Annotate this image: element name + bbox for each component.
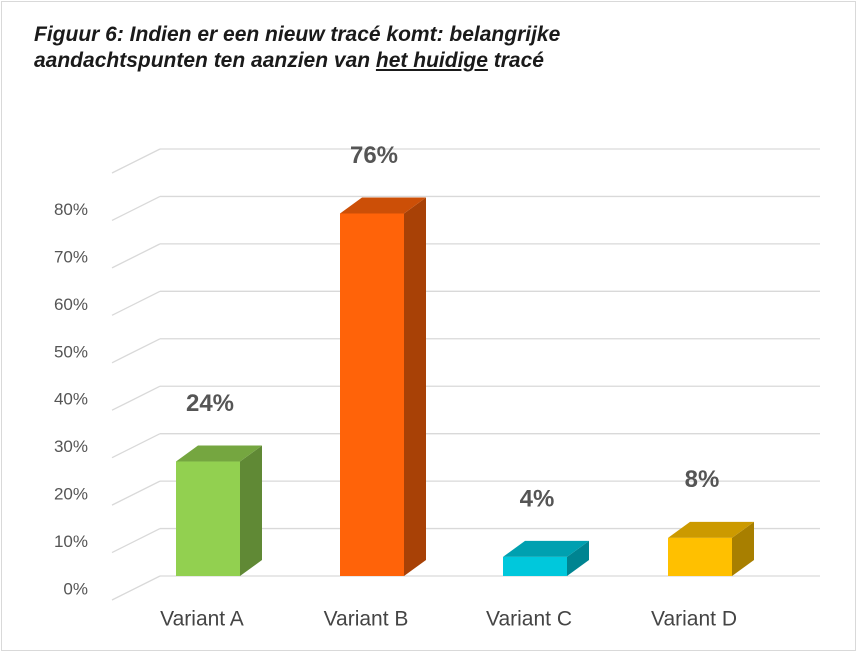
data-label: 76% bbox=[350, 142, 398, 169]
grid-line bbox=[111, 195, 161, 222]
y-tick-label: 20% bbox=[54, 485, 88, 504]
bar-side bbox=[567, 540, 589, 576]
bar-top bbox=[176, 445, 262, 462]
title-part: Figuur 6: Indien er een nieuw tracé komt… bbox=[34, 23, 561, 72]
grid-line bbox=[111, 433, 161, 459]
chart-title: Figuur 6: Indien er een nieuw tracé komt… bbox=[34, 22, 674, 74]
bar-top bbox=[668, 521, 754, 538]
title-part: tracé bbox=[493, 49, 544, 72]
title-part: het huidige bbox=[375, 49, 488, 72]
grid-line bbox=[111, 527, 161, 554]
grid-line bbox=[111, 338, 161, 364]
bar-side bbox=[732, 521, 754, 576]
grid-line bbox=[111, 480, 161, 506]
bar bbox=[340, 213, 404, 577]
bar-top bbox=[340, 197, 426, 214]
data-label: 8% bbox=[685, 466, 720, 493]
grid-line bbox=[111, 575, 161, 601]
bar bbox=[668, 537, 732, 576]
grid-line bbox=[111, 243, 161, 269]
bar bbox=[176, 461, 240, 576]
x-tick-label: Variant C bbox=[486, 608, 572, 631]
y-tick-label: 10% bbox=[54, 532, 88, 551]
bar bbox=[503, 556, 567, 576]
grid-line bbox=[111, 148, 161, 174]
data-label: 4% bbox=[520, 485, 555, 512]
x-tick-label: Variant A bbox=[160, 608, 244, 631]
bar-side bbox=[240, 445, 262, 576]
y-tick-label: 70% bbox=[54, 247, 88, 266]
bar-top bbox=[503, 540, 589, 557]
grid-line bbox=[111, 290, 161, 316]
y-tick-label: 50% bbox=[54, 342, 88, 361]
bar-side bbox=[404, 197, 426, 577]
data-label: 24% bbox=[186, 390, 234, 417]
y-tick-label: 30% bbox=[54, 437, 88, 456]
y-tick-label: 60% bbox=[54, 295, 88, 314]
grid-line bbox=[111, 385, 161, 411]
y-tick-label: 40% bbox=[54, 390, 88, 409]
y-tick-label: 0% bbox=[63, 579, 88, 598]
y-tick-label: 80% bbox=[54, 200, 88, 219]
x-tick-label: Variant B bbox=[324, 608, 409, 631]
x-tick-label: Variant D bbox=[651, 608, 737, 631]
